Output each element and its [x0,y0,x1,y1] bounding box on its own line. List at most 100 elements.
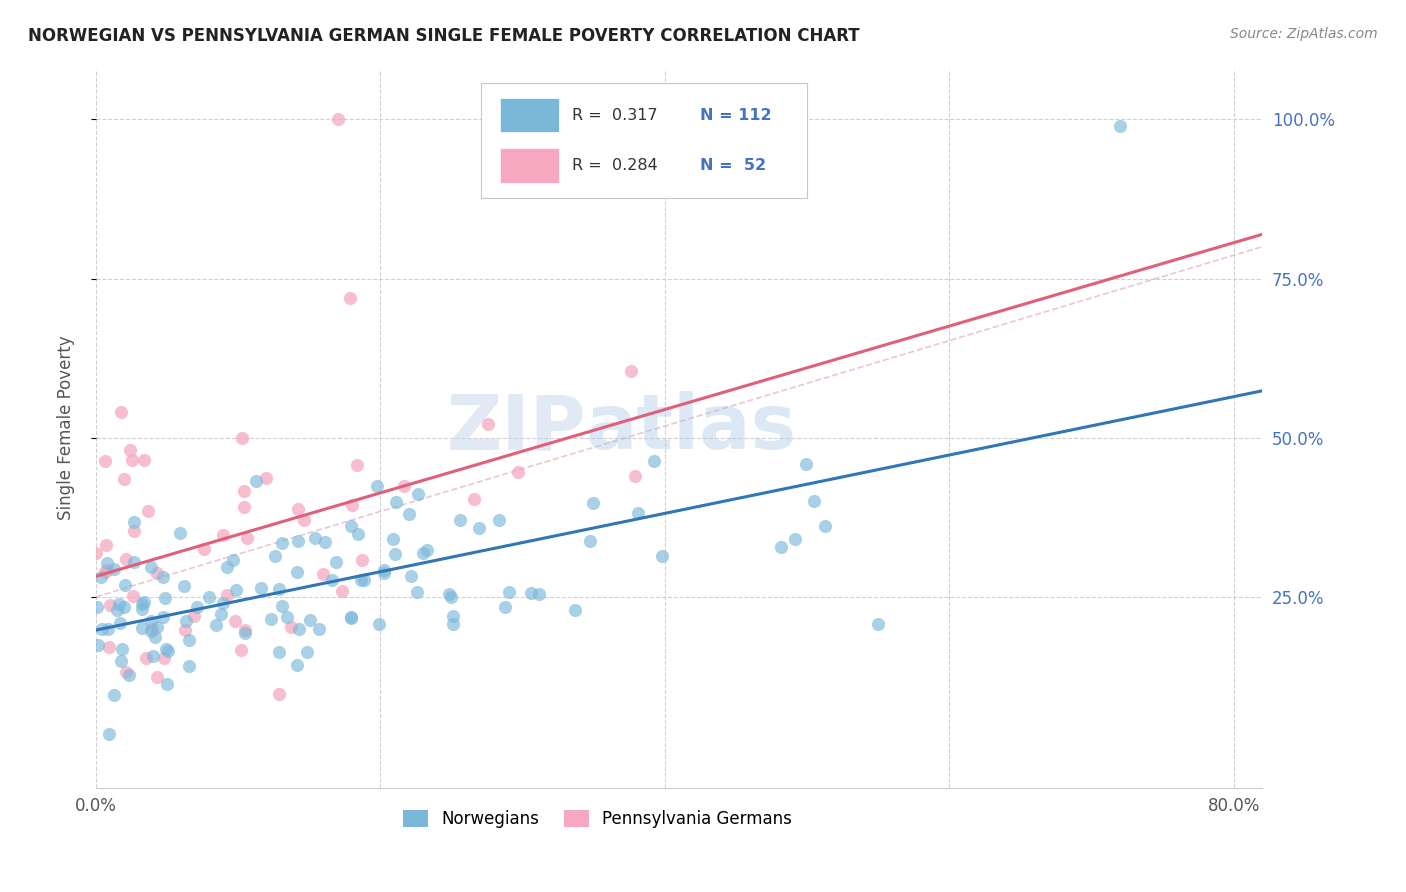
Text: Source: ZipAtlas.com: Source: ZipAtlas.com [1230,27,1378,41]
Point [498,585,520,599]
Point [620,363,643,377]
Point [91,622,114,636]
Point [143,630,166,644]
Point [651,549,673,564]
Point [437,587,460,601]
Point [373,566,395,581]
Point [118,667,141,681]
Point [212,528,235,542]
Point [141,624,163,638]
Point [105,602,128,616]
Point [527,587,550,601]
Point [280,619,302,633]
Point [264,549,287,563]
Point [384,547,406,561]
Point [564,603,586,617]
Point [156,677,179,691]
Point [385,495,408,509]
Point [349,573,371,587]
Point [288,623,311,637]
Point [416,542,439,557]
Point [98,727,121,741]
Point [135,651,157,665]
Point [93,454,115,468]
Point [340,611,363,625]
Point [260,612,283,626]
Point [579,533,602,548]
Point [308,622,330,636]
Point [121,453,143,467]
Point [399,569,422,583]
Point [783,533,806,547]
Point [103,562,125,576]
Point [406,486,429,500]
Point [508,465,530,479]
Point [153,650,176,665]
Point [193,541,215,556]
Point [108,616,131,631]
Point [152,569,174,583]
Point [111,641,134,656]
Point [110,654,132,668]
Point [96,538,118,552]
Point [211,596,233,610]
Point [406,584,429,599]
Point [624,469,647,483]
Point [304,532,326,546]
Point [292,513,315,527]
Point [215,588,238,602]
Text: NORWEGIAN VS PENNSYLVANIA GERMAN SINGLE FEMALE POVERTY CORRELATION CHART: NORWEGIAN VS PENNSYLVANIA GERMAN SINGLE … [28,27,859,45]
Point [441,609,464,624]
Point [325,555,347,569]
Point [477,417,499,432]
Point [236,531,259,545]
Point [794,457,817,471]
Point [107,598,129,612]
Point [368,616,391,631]
Point [98,640,121,654]
Point [118,442,141,457]
Point [112,472,135,486]
Point [463,492,485,507]
Point [139,560,162,574]
Point [141,614,163,628]
Point [146,670,169,684]
Point [346,458,368,472]
Point [177,633,200,648]
Point [221,553,243,567]
Point [233,625,256,640]
Point [231,431,253,445]
Point [122,555,145,569]
Point [314,535,336,549]
Point [627,507,650,521]
Point [131,621,153,635]
Point [803,494,825,508]
Point [86,638,108,652]
Point [269,645,291,659]
Point [347,527,370,541]
Point [114,665,136,679]
Point [321,573,343,587]
Point [271,536,294,550]
Point [232,483,254,498]
Point [97,622,120,636]
Text: atlas: atlas [586,391,797,465]
Point [122,524,145,538]
Point [250,581,273,595]
Point [146,619,169,633]
Point [267,582,290,596]
Point [90,570,112,584]
Point [494,600,516,615]
Point [449,513,471,527]
Point [96,556,118,570]
Point [287,533,309,548]
Point [217,560,239,574]
Point [412,545,434,559]
Point [131,597,153,611]
Legend: Norwegians, Pennsylvania Germans: Norwegians, Pennsylvania Germans [396,803,799,835]
Point [366,479,388,493]
Point [287,502,309,516]
Point [152,610,174,624]
Point [295,645,318,659]
Point [198,590,221,604]
